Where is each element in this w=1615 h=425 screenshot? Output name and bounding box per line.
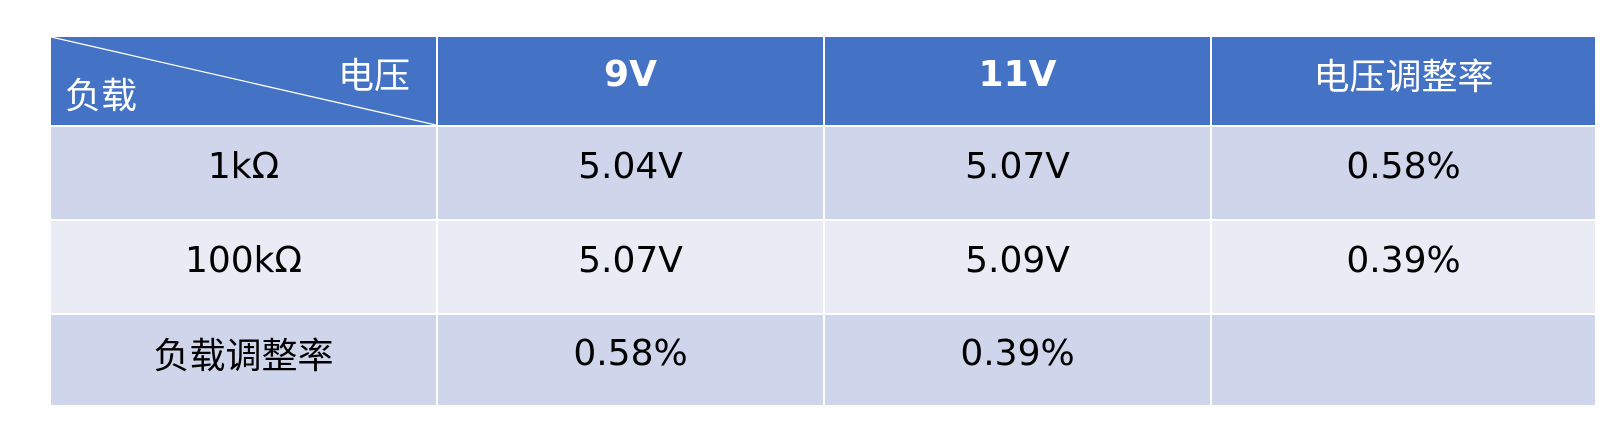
row-label-1k: 1kΩ (51, 127, 436, 219)
corner-header-cell: 电压 负载 (51, 37, 436, 125)
corner-column-label: 电压 (337, 56, 410, 97)
diagonal-divider (51, 37, 436, 125)
table-cell-empty (1212, 315, 1595, 405)
row-label-load-regulation: 负载调整率 (51, 315, 436, 405)
row-label-100k: 100kΩ (51, 221, 436, 313)
header-cell-9v: 9V (438, 37, 823, 125)
table-cell: 0.39% (825, 315, 1210, 405)
table-cell: 0.58% (438, 315, 823, 405)
data-table: 电压 负载 9V 11V 电压调整率 1kΩ 5.04V 5.07V 0.58%… (51, 37, 1595, 405)
table-cell: 5.07V (825, 127, 1210, 219)
table-cell: 5.09V (825, 221, 1210, 313)
table-cell: 5.07V (438, 221, 823, 313)
table-cell: 0.39% (1212, 221, 1595, 313)
header-cell-voltage-regulation: 电压调整率 (1212, 37, 1595, 125)
table-cell: 0.58% (1212, 127, 1595, 219)
corner-row-label: 负载 (65, 76, 138, 117)
header-cell-11v: 11V (825, 37, 1210, 125)
table-cell: 5.04V (438, 127, 823, 219)
